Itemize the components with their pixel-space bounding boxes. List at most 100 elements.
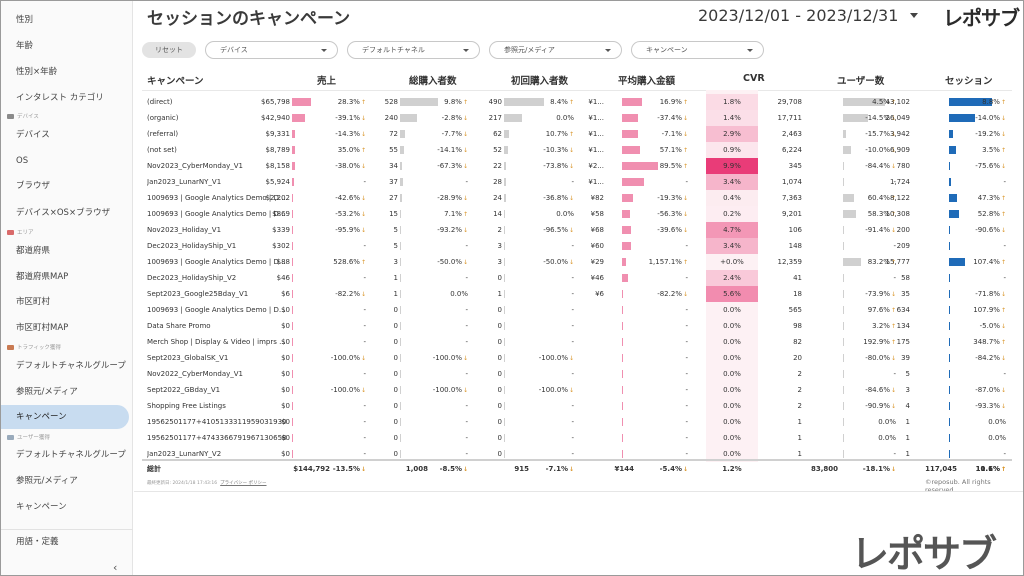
- table-row[interactable]: 1009693 | Google Analytics Demo | DR | .…: [142, 206, 1012, 222]
- chevron-down-icon[interactable]: [910, 13, 918, 18]
- table-row[interactable]: Dec2023_HolidayShip_V1 $302-5-3- ¥60-148-2…: [142, 238, 1012, 254]
- change-percent: -: [618, 334, 688, 350]
- sidebar-item[interactable]: 性別×年齢: [1, 60, 129, 84]
- change-value: -: [1003, 274, 1006, 282]
- cvr-cell: +0.0%: [706, 254, 758, 270]
- col-header-cvr[interactable]: CVR: [743, 73, 765, 84]
- sidebar-item[interactable]: デバイス: [1, 123, 129, 147]
- first-value: 14: [493, 210, 502, 218]
- reset-button[interactable]: リセット: [142, 42, 196, 58]
- tot-value: 34: [389, 162, 398, 170]
- table-row[interactable]: Dec2023_HolidayShip_V2 $46-1-0- ¥46-41-58-…: [142, 270, 1012, 286]
- usr-bar: [843, 418, 844, 426]
- filter-label: 参照元/メディア: [504, 46, 555, 54]
- sidebar-item[interactable]: 参照元/メディア: [1, 380, 129, 404]
- arrow-down-icon: ↓: [1000, 355, 1006, 362]
- rev-value: $0: [281, 386, 290, 394]
- arrow-down-icon: ↓: [1000, 387, 1006, 394]
- sidebar-item[interactable]: 市区町村MAP: [1, 316, 129, 340]
- col-header-campaign[interactable]: キャンペーン: [147, 76, 204, 87]
- change-percent: -37.4%↓: [618, 110, 688, 126]
- table-row[interactable]: Sept2023_Google25Bday_V1 $6 -82.2%↓ 1 0.0% 1-…: [142, 286, 1012, 302]
- change-percent: -7.1%↓: [504, 461, 574, 477]
- table-row[interactable]: Nov2023_Holiday_V1 $339 -95.9%↓ 5 -93.2%↓ 2 -9…: [142, 222, 1012, 238]
- avg-bar: [622, 194, 633, 202]
- sidebar-item[interactable]: 市区町村: [1, 290, 129, 314]
- table-row[interactable]: Nov2023_CyberMonday_V1 $8,158 -38.0%↓ 34 -67…: [142, 158, 1012, 174]
- privacy-policy-link[interactable]: プライバシー ポリシー: [220, 481, 267, 486]
- table-row[interactable]: (not set) $8,789 35.0%↑ 55 -14.1%↓ 52 -10.3%↓ ¥…: [142, 142, 1012, 158]
- table-row[interactable]: (referral) $9,331 -14.3%↓ 72 -7.7%↓ 62 10.7%↑ ¥…: [142, 126, 1012, 142]
- usr-value: 7,363: [781, 194, 802, 202]
- table-row[interactable]: Data Share Promo $0-0-0- -98 3.2%↑ 134 -5.0%↓…: [142, 318, 1012, 334]
- table-row[interactable]: Shopping Free Listings $0-0-0- -2 -90.9%↓ 4-…: [142, 398, 1012, 414]
- rev-value: $302: [272, 242, 290, 250]
- table-row[interactable]: 19562501177+4743366791967130658 $0-0-0- -1…: [142, 430, 1012, 446]
- sidebar-item[interactable]: キャンペーン: [1, 495, 129, 519]
- ses-total: 117,045: [925, 465, 957, 473]
- table-row[interactable]: Nov2022_CyberMonday_V1 $0-0-0- -2-5-0.0%: [142, 366, 1012, 382]
- cvr-cell: 0.0%: [706, 318, 758, 334]
- avg-bar: [622, 370, 623, 378]
- table-row[interactable]: 19562501177+4105133311959031930 $0-0-0- -1…: [142, 414, 1012, 430]
- avg-bar: [622, 226, 631, 234]
- chevron-down-icon: [747, 49, 753, 52]
- change-value: -: [465, 242, 468, 250]
- tot-value: 55: [389, 146, 398, 154]
- sidebar-item[interactable]: 都道府県: [1, 239, 129, 263]
- table-row[interactable]: (direct) $65,798 28.3%↑ 528 9.8%↑ 490 8.4%↑ ¥1.…: [142, 94, 1012, 110]
- table-row[interactable]: Sept2023_GlobalSK_V1 $0 -100.0%↓ 0 -100.0%↓ 0…: [142, 350, 1012, 366]
- ses-value: 15,777: [885, 258, 911, 266]
- sidebar-divider: [1, 529, 133, 530]
- col-header-revenue[interactable]: 売上: [317, 76, 337, 87]
- tot-value: 0: [393, 354, 398, 362]
- change-percent: -84.2%↓: [936, 350, 1006, 366]
- table-row[interactable]: 1009693 | Google Analytics Demo | DR | .…: [142, 302, 1012, 318]
- filter-source-medium[interactable]: 参照元/メディア: [489, 41, 622, 59]
- filter-campaign[interactable]: キャンペーン: [631, 41, 764, 59]
- table-row[interactable]: Jan2023_LunarNY_V1 $5,924-37-28- ¥1... -1,0…: [142, 174, 1012, 190]
- sidebar-item[interactable]: OS: [1, 149, 129, 173]
- collapse-sidebar-button[interactable]: ‹: [113, 561, 118, 574]
- change-percent: 0.0%: [936, 430, 1006, 446]
- sidebar-item[interactable]: インタレスト カテゴリ: [1, 86, 129, 110]
- rev-bar: [292, 322, 293, 330]
- ses-bar: [949, 434, 950, 442]
- table-row[interactable]: Merch Shop | Display & Video | imprs ...…: [142, 334, 1012, 350]
- rev-bar: [292, 258, 293, 266]
- table-row[interactable]: 1009693 | Google Analytics Demo | DR | .…: [142, 254, 1012, 270]
- sidebar-item[interactable]: 都道府県MAP: [1, 265, 129, 289]
- col-header-users[interactable]: ユーザー数: [837, 76, 885, 87]
- table-row[interactable]: 1009693 | Google Analytics Demo | DR | .…: [142, 190, 1012, 206]
- sidebar-item[interactable]: 性別: [1, 8, 129, 32]
- arrow-down-icon: ↓: [890, 387, 896, 394]
- table-row[interactable]: Jan2023_LunarNY_V2 $0-0-0- -1-1-0.0%: [142, 446, 1012, 462]
- filter-default-channel[interactable]: デフォルトチャネル: [347, 41, 480, 59]
- arrow-up-icon: ↑: [1000, 466, 1006, 473]
- sidebar-item[interactable]: デフォルトチャネルグループ: [1, 354, 129, 378]
- col-header-first-buyers[interactable]: 初回購入者数: [511, 76, 569, 87]
- first-bar: [504, 354, 505, 362]
- sidebar-item[interactable]: 参照元/メディア: [1, 469, 129, 493]
- sidebar-item-label: ブラウザ: [16, 181, 51, 191]
- ses-bar: [949, 130, 953, 138]
- col-header-total-buyers[interactable]: 総購入者数: [409, 76, 457, 87]
- tot-bar: [400, 146, 404, 154]
- arrow-down-icon: ↓: [890, 403, 896, 410]
- filter-device[interactable]: デバイス: [205, 41, 338, 59]
- tot-bar: [400, 210, 401, 218]
- change-percent: -: [504, 398, 574, 414]
- rev-bar: [292, 386, 293, 394]
- sidebar-item[interactable]: キャンペーン: [1, 405, 129, 429]
- sidebar-item[interactable]: ブラウザ: [1, 174, 129, 198]
- date-range-picker[interactable]: 2023/12/01 - 2023/12/31: [698, 6, 899, 25]
- sidebar-item[interactable]: 用語・定義: [1, 530, 129, 554]
- ses-bar: [949, 354, 950, 362]
- sidebar-item[interactable]: デフォルトチャネルグループ: [1, 443, 129, 467]
- sidebar-item[interactable]: デバイス×OS×ブラウザ: [1, 201, 129, 225]
- sidebar-item[interactable]: 年齢: [1, 34, 129, 58]
- col-header-avg-purchase[interactable]: 平均購入金額: [618, 76, 676, 87]
- col-header-sessions[interactable]: セッション: [945, 76, 993, 87]
- table-row[interactable]: (organic) $42,940 -39.1%↓ 240 -2.8%↓ 217 0.0% ¥…: [142, 110, 1012, 126]
- table-row[interactable]: Sept2022_GBday_V1 $0 -100.0%↓ 0 -100.0%↓ 0 -10…: [142, 382, 1012, 398]
